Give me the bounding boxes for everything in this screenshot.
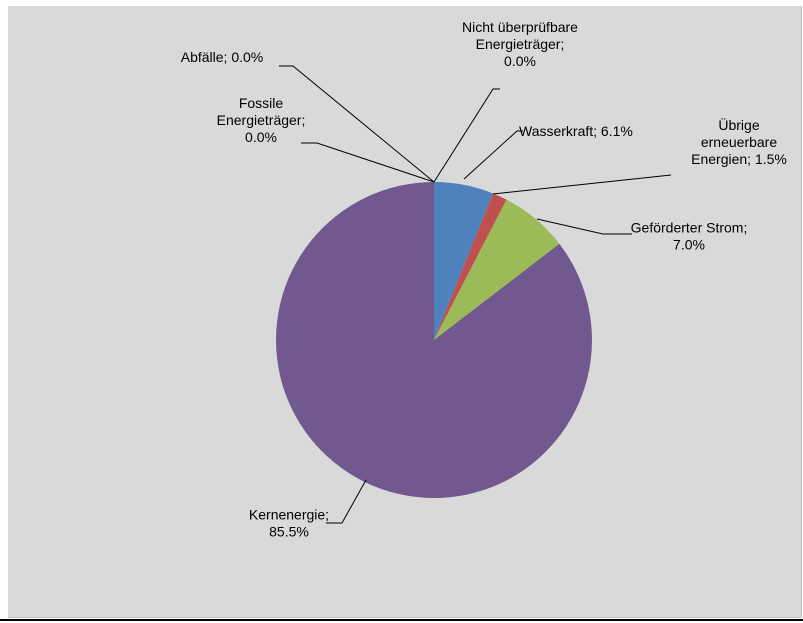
data-label-line: Energieträger; — [217, 112, 306, 128]
data-label-gef-rderter-strom: Geförderter Strom; 7.0% — [631, 220, 748, 253]
leader-line-abf-lle — [279, 65, 435, 183]
data-label-brige-erneuerbare-energien: Übrige erneuerbare Energien; 1.5% — [691, 116, 787, 167]
data-labels: Wasserkraft; 6.1% Übrige erneuerbare Energi… — [181, 19, 787, 540]
data-label-line: Abfälle; 0.0% — [181, 49, 264, 65]
leader-line-kernenergie — [326, 479, 367, 524]
leader-line-nicht-berpr-fbare-energietr-ger — [433, 88, 500, 183]
data-label-line: Übrige — [718, 116, 759, 133]
data-label-line: Energien; 1.5% — [691, 151, 787, 167]
data-label-kernenergie: Kernenergie; 85.5% — [249, 507, 329, 540]
data-label-line: Wasserkraft; 6.1% — [519, 123, 633, 139]
data-label-line: 0.0% — [504, 53, 536, 69]
data-label-line: Kernenergie; — [249, 507, 329, 523]
data-label-line: Geförderter Strom; — [631, 220, 748, 236]
data-label-fossile-energietr-ger: Fossile Energieträger; 0.0% — [217, 95, 306, 145]
data-label-line: 7.0% — [673, 237, 705, 253]
leader-lines — [279, 65, 672, 524]
pie-slice-kernenergie — [275, 181, 592, 498]
data-label-line: 85.5% — [269, 524, 309, 540]
data-label-line: Nicht überprüfbare — [462, 19, 578, 35]
leader-line-fossile-energietr-ger — [301, 142, 435, 183]
pie-slice-wasserkraft — [434, 181, 494, 340]
data-label-abf-lle: Abfälle; 0.0% — [181, 49, 264, 65]
bottom-border — [0, 619, 803, 621]
data-label-wasserkraft: Wasserkraft; 6.1% — [519, 123, 633, 139]
data-label-line: erneuerbare — [701, 134, 777, 150]
data-label-line: Energieträger; — [476, 36, 565, 52]
pie-slice-brige-erneuerbare-energien — [434, 193, 507, 340]
leader-line-gef-rderter-strom — [536, 218, 632, 235]
data-label-line: 0.0% — [245, 129, 277, 145]
leader-line-wasserkraft — [463, 130, 523, 180]
pie-slices — [275, 181, 592, 498]
data-label-line: Fossile — [239, 95, 284, 111]
pie-slice-gef-rderter-strom — [434, 199, 560, 340]
data-label-nicht-berpr-fbare-energietr-ger: Nicht überprüfbare Energieträger; 0.0% — [462, 19, 578, 69]
leader-line-brige-erneuerbare-energien — [492, 174, 672, 195]
